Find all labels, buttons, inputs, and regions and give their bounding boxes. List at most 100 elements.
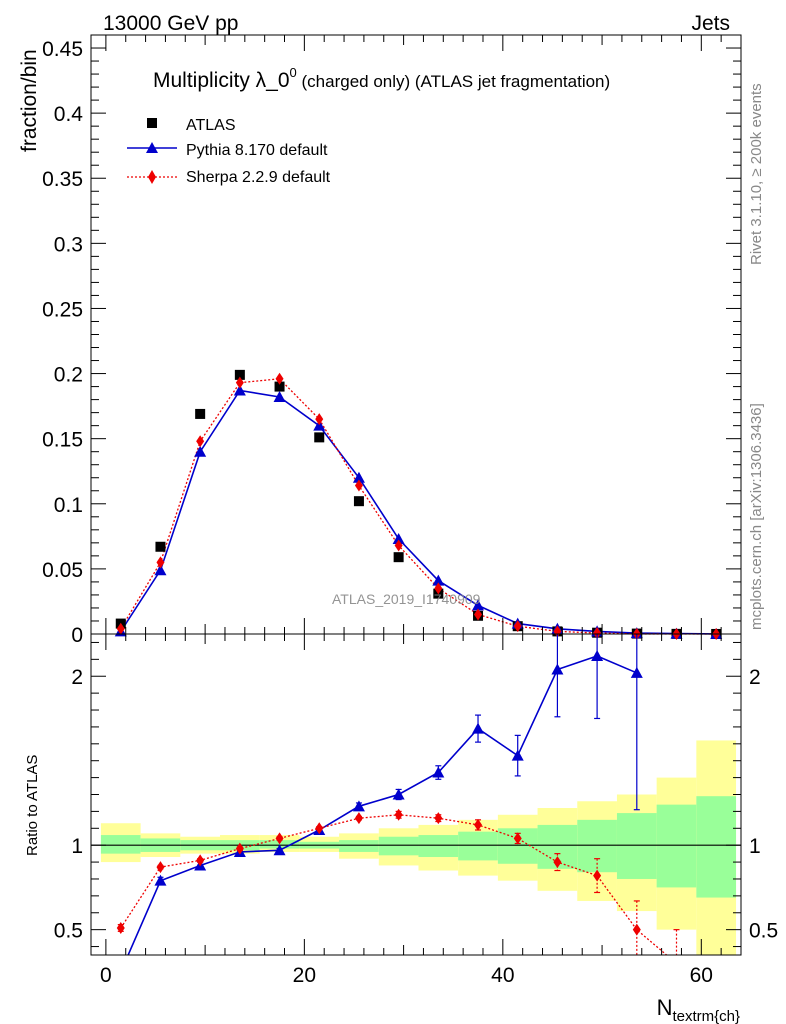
pythia-point bbox=[194, 445, 207, 457]
chart-title: Multiplicity λ_00 (charged only) (ATLAS … bbox=[153, 65, 610, 92]
legend: ATLAS Pythia 8.170 default Sherpa 2.2.9 … bbox=[127, 117, 331, 186]
pythia-ratio-point bbox=[591, 649, 604, 661]
pythia-ratio-point bbox=[392, 788, 405, 800]
legend-entry-atlas: ATLAS bbox=[147, 117, 236, 134]
main-y-axis: 0 0.05 0.1 0.15 0.2 0.25 0.3 0.35 0.4 0.45 bbox=[42, 38, 741, 647]
uncertainty-band-green bbox=[696, 796, 737, 898]
sherpa-ratio-point bbox=[513, 832, 522, 845]
ratio-ytick-label: 0.5 bbox=[54, 920, 83, 943]
main-ytick-label: 0.25 bbox=[42, 298, 83, 321]
ratio-ylabel: Ratio to ATLAS bbox=[24, 755, 41, 856]
legend-label-sherpa: Sherpa 2.2.9 default bbox=[186, 169, 331, 186]
sherpa-point bbox=[315, 413, 324, 426]
ratio-ytick-label: 2 bbox=[71, 666, 83, 689]
main-ytick-label: 0.1 bbox=[54, 494, 83, 517]
header-right-label: Jets bbox=[691, 12, 730, 35]
ratio-ytick-label: 1 bbox=[71, 835, 83, 858]
main-ytick-label: 0.4 bbox=[54, 103, 84, 126]
sherpa-ratio-point bbox=[553, 856, 562, 869]
ratio-y-axis: 0.5 0.5 1 1 2 2 bbox=[54, 641, 778, 948]
uncertainty-band-green bbox=[100, 835, 141, 854]
sherpa-ratio-point bbox=[672, 957, 680, 969]
pythia-point bbox=[392, 532, 405, 544]
pythia-ratio-point bbox=[630, 666, 643, 678]
main-ytick-label: 0.3 bbox=[54, 233, 83, 256]
ratio-clipped-group bbox=[91, 634, 741, 977]
pythia-ratio-point bbox=[115, 966, 127, 977]
sherpa-point bbox=[235, 376, 244, 389]
sherpa-ratio-point bbox=[156, 861, 165, 874]
sherpa-ratio-point bbox=[116, 921, 125, 934]
atlas-point bbox=[195, 408, 206, 419]
chart-title-sub: (charged only) (ATLAS jet fragmentation) bbox=[297, 72, 610, 91]
ratio-xlabel: Ntextrm{ch} bbox=[657, 995, 740, 1024]
pythia-point bbox=[472, 599, 485, 611]
main-ytick-label: 0.05 bbox=[42, 559, 83, 582]
ratio-xtick-label: 60 bbox=[690, 964, 713, 987]
ratio-xtick-label: 40 bbox=[491, 964, 514, 987]
main-ytick-label: 0 bbox=[71, 624, 83, 647]
atlas-point bbox=[274, 381, 285, 392]
sherpa-ratio-point bbox=[434, 812, 443, 825]
rivet-label: Rivet 3.1.10, ≥ 200k events bbox=[748, 83, 765, 265]
sherpa-ratio-line bbox=[120, 814, 668, 955]
uncertainty-band-green bbox=[656, 804, 697, 888]
ratio-ytick-label-right: 1 bbox=[749, 835, 761, 858]
header-left-label: 13000 GeV pp bbox=[103, 12, 238, 35]
atlas-point bbox=[234, 369, 245, 380]
legend-label-pythia: Pythia 8.170 default bbox=[186, 142, 328, 159]
pythia-ratio-point bbox=[472, 722, 485, 734]
mcplots-label: mcplots.cern.ch [arXiv:1306.3436] bbox=[748, 403, 765, 630]
sherpa-ratio-point bbox=[275, 832, 284, 845]
ratio-xtick-label: 0 bbox=[100, 964, 112, 987]
sherpa-point bbox=[474, 608, 483, 621]
sherpa-point bbox=[116, 622, 125, 635]
pythia-point bbox=[352, 471, 365, 483]
sherpa-ratio-point bbox=[632, 923, 641, 936]
ratio-ytick-label-right: 0.5 bbox=[749, 920, 778, 943]
sherpa-ratio-point bbox=[394, 808, 403, 821]
pythia-point bbox=[313, 419, 326, 431]
ratio-panel: 0.5 0.5 1 1 2 2 0 20 40 60 Ratio to ATLAS Ntextr… bbox=[24, 633, 778, 1024]
sherpa-ratio-point bbox=[235, 842, 244, 855]
uncertainty-band-green bbox=[458, 831, 498, 861]
legend-entry-pythia: Pythia 8.170 default bbox=[127, 142, 328, 159]
main-x-ticks bbox=[105, 35, 742, 634]
main-ylabel: fraction/bin bbox=[18, 49, 41, 152]
watermark-label: ATLAS_2019_I1740909 bbox=[332, 591, 481, 607]
pythia-ratio-point bbox=[551, 663, 564, 675]
sherpa-point bbox=[593, 626, 602, 639]
legend-marker-sherpa bbox=[148, 170, 156, 184]
pythia-point bbox=[154, 564, 167, 576]
ratio-x-axis: 0 20 40 60 bbox=[100, 634, 742, 987]
ratio-xtick-label: 20 bbox=[293, 964, 316, 987]
legend-marker-pythia bbox=[146, 142, 158, 153]
legend-entry-sherpa: Sherpa 2.2.9 default bbox=[127, 169, 331, 186]
main-ytick-label: 0.2 bbox=[54, 364, 83, 387]
ratio-xlabel-main: N bbox=[657, 995, 673, 1020]
pythia-ratio-point bbox=[511, 749, 524, 761]
main-plot-content bbox=[114, 369, 723, 640]
ratio-ytick-label-right: 2 bbox=[749, 666, 761, 689]
sherpa-point bbox=[156, 556, 165, 569]
sherpa-point bbox=[354, 479, 363, 492]
atlas-point bbox=[393, 552, 404, 563]
uncertainty-band-green bbox=[616, 813, 657, 879]
uncertainty-band-green bbox=[418, 835, 459, 858]
pythia-ratio-point bbox=[273, 844, 286, 856]
sherpa-point bbox=[394, 539, 403, 552]
sherpa-ratio-point bbox=[354, 812, 363, 825]
sherpa-point bbox=[196, 435, 205, 448]
pythia-ratio-point bbox=[432, 766, 445, 778]
legend-marker-atlas bbox=[147, 118, 157, 128]
sherpa-ratio-point bbox=[196, 854, 205, 867]
main-ytick-label: 0.45 bbox=[42, 38, 83, 61]
pythia-ratio-point bbox=[154, 874, 167, 886]
chart-title-main: Multiplicity λ_0 bbox=[153, 69, 290, 92]
pythia-point bbox=[233, 384, 246, 396]
sherpa-ratio-point bbox=[315, 822, 324, 835]
pythia-line bbox=[120, 389, 717, 635]
sherpa-point bbox=[275, 372, 284, 385]
atlas-point bbox=[353, 496, 364, 507]
